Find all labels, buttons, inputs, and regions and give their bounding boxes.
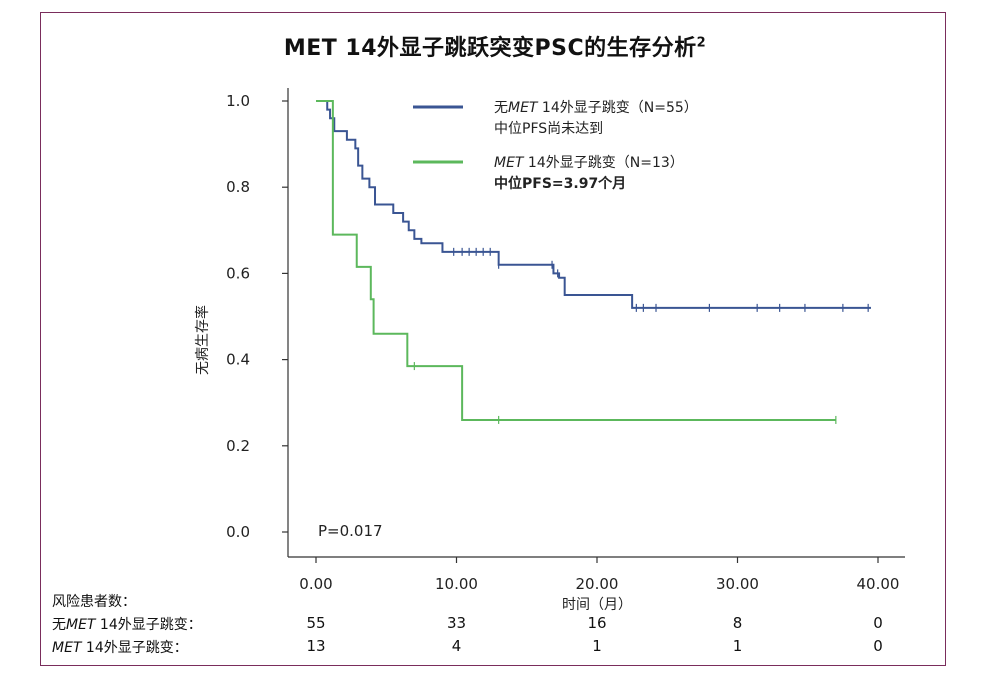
x-tick-label: 10.00: [435, 575, 478, 593]
y-axis-label: 无病生存率: [194, 305, 211, 375]
legend-subtitle-series-1: 中位PFS尚未达到: [494, 121, 603, 137]
risk-value: 8: [732, 614, 743, 632]
y-tick-label: 0.8: [226, 178, 250, 196]
risk-value: 1: [592, 637, 602, 655]
risk-row-label-2: MET 14外显子跳变：: [52, 640, 188, 656]
y-tick-label: 0.0: [226, 523, 250, 541]
y-tick-label: 0.6: [226, 264, 250, 282]
risk-table-header: 风险患者数：: [52, 594, 136, 610]
y-tick-label: 0.4: [226, 351, 250, 369]
risk-row-label-1: 无MET 14外显子跳变：: [52, 617, 202, 633]
risk-value: 0: [873, 637, 883, 655]
p-value-annotation: P=0.017: [318, 522, 383, 540]
x-tick-label: 0.00: [299, 575, 332, 593]
risk-value: 0: [873, 614, 883, 632]
legend-subtitle-series-2: 中位PFS=3.97个月: [494, 175, 626, 192]
risk-value: 33: [446, 614, 467, 632]
x-tick-label: 40.00: [857, 575, 900, 593]
x-axis-label: 时间（月）: [562, 597, 632, 613]
km-curve-series-1: [316, 100, 871, 309]
risk-value: 55: [306, 614, 326, 632]
legend-label-series-2: MET 14外显子跳变（N=13）: [494, 155, 684, 171]
risk-value: 13: [306, 637, 326, 655]
y-tick-label: 0.2: [226, 437, 250, 455]
risk-value: 16: [587, 614, 607, 632]
km-curve-series-2: [316, 100, 836, 421]
y-tick-label: 1.0: [226, 92, 250, 110]
x-tick-label: 20.00: [576, 575, 619, 593]
x-tick-label: 30.00: [716, 575, 759, 593]
figure-frame: [40, 12, 946, 666]
chart-title: MET 14外显子跳跃突变PSC的生存分析2: [283, 35, 707, 61]
risk-value: 1: [732, 637, 743, 655]
legend-label-series-1: 无MET 14外显子跳变（N=55）: [494, 100, 698, 116]
risk-value: 4: [451, 637, 462, 655]
